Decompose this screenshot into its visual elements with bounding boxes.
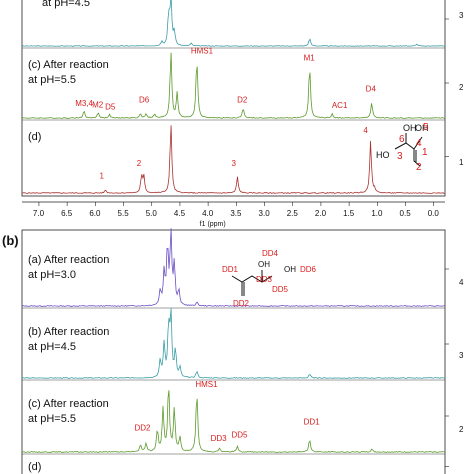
spectrum-label: at pH=3.0 — [28, 269, 76, 281]
spectrum-b — [21, 308, 446, 379]
spectrum-label: (d) — [28, 131, 41, 143]
peak-annotation: HMS1 — [195, 380, 218, 389]
spectrum-c — [21, 52, 446, 119]
structure-label: 2 — [416, 162, 422, 173]
peak-annotation: D6 — [139, 96, 150, 105]
x-tick-label: 2.0 — [315, 209, 327, 218]
row-number: 3 — [459, 351, 464, 360]
x-tick-label: 5.0 — [146, 209, 158, 218]
structure-labels-2: DD4 OH DD1 DD6 OH DD3 DD5 DD2 — [222, 249, 317, 308]
x-tick-label: 2.5 — [287, 209, 299, 218]
peak-annotation: 1 — [99, 171, 104, 180]
spectrum-label: at pH=5.5 — [28, 74, 76, 86]
structure-label: DD4 — [262, 249, 279, 258]
structure-label: DD3 — [256, 275, 273, 284]
panel-label: (b) — [2, 233, 19, 248]
structure-label: DD6 — [300, 265, 317, 274]
panel-frame — [21, 229, 446, 474]
peak-annotation: 2 — [137, 159, 142, 168]
spectrum-label: at pH=4.5 — [42, 0, 90, 9]
spectrum-d — [21, 125, 446, 194]
structure-label: 1 — [422, 147, 428, 158]
structure-label: 3 — [397, 151, 403, 162]
structure-diagram-2 — [231, 270, 273, 296]
peak-annotation: M2 — [92, 101, 104, 110]
x-tick-label: 6.0 — [89, 209, 101, 218]
x-tick-label: 4.0 — [202, 209, 214, 218]
x-tick-label: 3.5 — [230, 209, 242, 218]
spectrum-b — [21, 0, 446, 47]
structure-label: DD1 — [222, 265, 239, 274]
row-number: 2 — [459, 425, 464, 434]
spectrum-label: at pH=5.5 — [28, 413, 76, 425]
peak-annotation: M1 — [304, 54, 316, 63]
structure-label: DD2 — [233, 299, 250, 308]
panel-frames — [21, 0, 449, 474]
x-tick-label: 5.5 — [118, 209, 130, 218]
peak-annotation: AC1 — [332, 101, 348, 110]
structure-label: OH — [403, 123, 417, 133]
peak-annotation: DD3 — [211, 434, 228, 443]
panel-frame — [21, 0, 446, 197]
row-number: 1 — [459, 158, 464, 167]
x-tick-label: 3.0 — [259, 209, 271, 218]
peak-annotation: DD5 — [231, 431, 248, 440]
structure-label: 4 — [416, 138, 422, 149]
x-axis-unit-label: f1 (ppm) — [200, 221, 226, 228]
x-tick-label: 0.5 — [400, 209, 412, 218]
structure-label: OH — [284, 265, 296, 274]
peak-annotation: DD2 — [134, 423, 151, 432]
structure-labels-1: 6 OH OH 5 4 3 HO 1 2 — [376, 122, 429, 173]
spectrum-label: at pH=4.5 — [28, 341, 76, 353]
spectra-traces — [21, 0, 446, 453]
structure-label: OH — [258, 260, 270, 269]
peak-annotation: D2 — [237, 96, 248, 105]
spectrum-c — [21, 390, 446, 453]
x-tick-label: 1.5 — [343, 209, 355, 218]
peak-annotation: D4 — [366, 84, 377, 93]
structure-label: OH — [415, 123, 429, 133]
spectrum-label: (c) After reaction — [28, 398, 109, 410]
peak-annotation: M3,4 — [75, 99, 93, 108]
structure-diagram-1 — [394, 133, 423, 167]
peak-annotation: 3 — [231, 159, 236, 168]
spectrum-a — [21, 228, 446, 307]
x-tick-label: 0.0 — [428, 209, 440, 218]
spectrum-label: (d) — [28, 461, 41, 473]
peak-annotation: D5 — [105, 103, 116, 112]
x-tick-label: 1.0 — [371, 209, 383, 218]
peak-annotation: DD1 — [304, 418, 321, 427]
peak-annotation: HMS1 — [191, 47, 214, 56]
row-number: 2 — [459, 83, 464, 92]
peak-annotation: 4 — [363, 126, 368, 135]
spectrum-label: (b) After reaction — [28, 326, 109, 338]
spectrum-label: (a) After reaction — [28, 254, 109, 266]
spectrum-label: (c) After reaction — [28, 59, 109, 71]
row-number: 3 — [459, 11, 464, 20]
structure-label: HO — [376, 150, 390, 160]
structure-label: 5 — [423, 122, 429, 133]
x-tick-label: 7.0 — [33, 209, 45, 218]
x-tick-label: 4.5 — [174, 209, 186, 218]
structure-label: DD5 — [272, 285, 289, 294]
structure-label: 6 — [399, 134, 405, 145]
row-number: 4 — [459, 278, 464, 287]
x-tick-label: 6.5 — [61, 209, 73, 218]
